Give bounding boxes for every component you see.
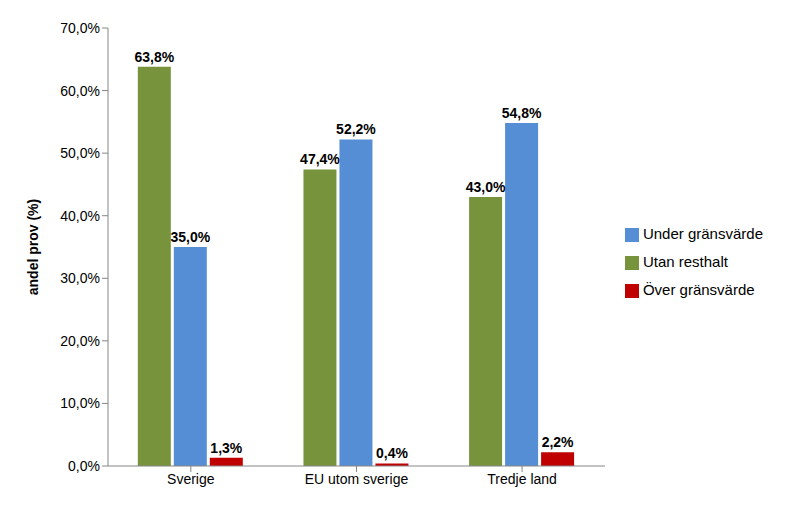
svg-text:Tredje land: Tredje land [487,471,557,487]
svg-text:20,0%: 20,0% [60,333,100,349]
svg-text:35,0%: 35,0% [170,229,210,245]
svg-text:2,2%: 2,2% [542,434,574,450]
html-text:Över gränsvärde: Över gränsvärde [642,281,755,298]
svg-text:andel prov (%): andel prov (%) [25,199,41,295]
svg-text:Sverige: Sverige [167,471,215,487]
svg-text:70,0%: 70,0% [60,20,100,36]
svg-text:0,4%: 0,4% [376,445,408,461]
html-text:Under gränsvärde: Under gränsvärde [642,225,763,242]
svg-text:1,3%: 1,3% [210,440,242,456]
svg-text:EU utom sverige: EU utom sverige [305,471,409,487]
svg-text:40,0%: 40,0% [60,208,100,224]
svg-text:30,0%: 30,0% [60,270,100,286]
svg-text:54,8%: 54,8% [502,105,542,121]
svg-text:60,0%: 60,0% [60,83,100,99]
html-text:Utan resthalt: Utan resthalt [642,253,728,270]
svg-text:47,4%: 47,4% [300,151,340,167]
svg-text:10,0%: 10,0% [60,395,100,411]
svg-text:0,0%: 0,0% [68,458,100,474]
svg-text:50,0%: 50,0% [60,145,100,161]
svg-text:43,0%: 43,0% [466,179,506,195]
svg-text:63,8%: 63,8% [134,49,174,65]
svg-text:52,2%: 52,2% [336,121,376,137]
